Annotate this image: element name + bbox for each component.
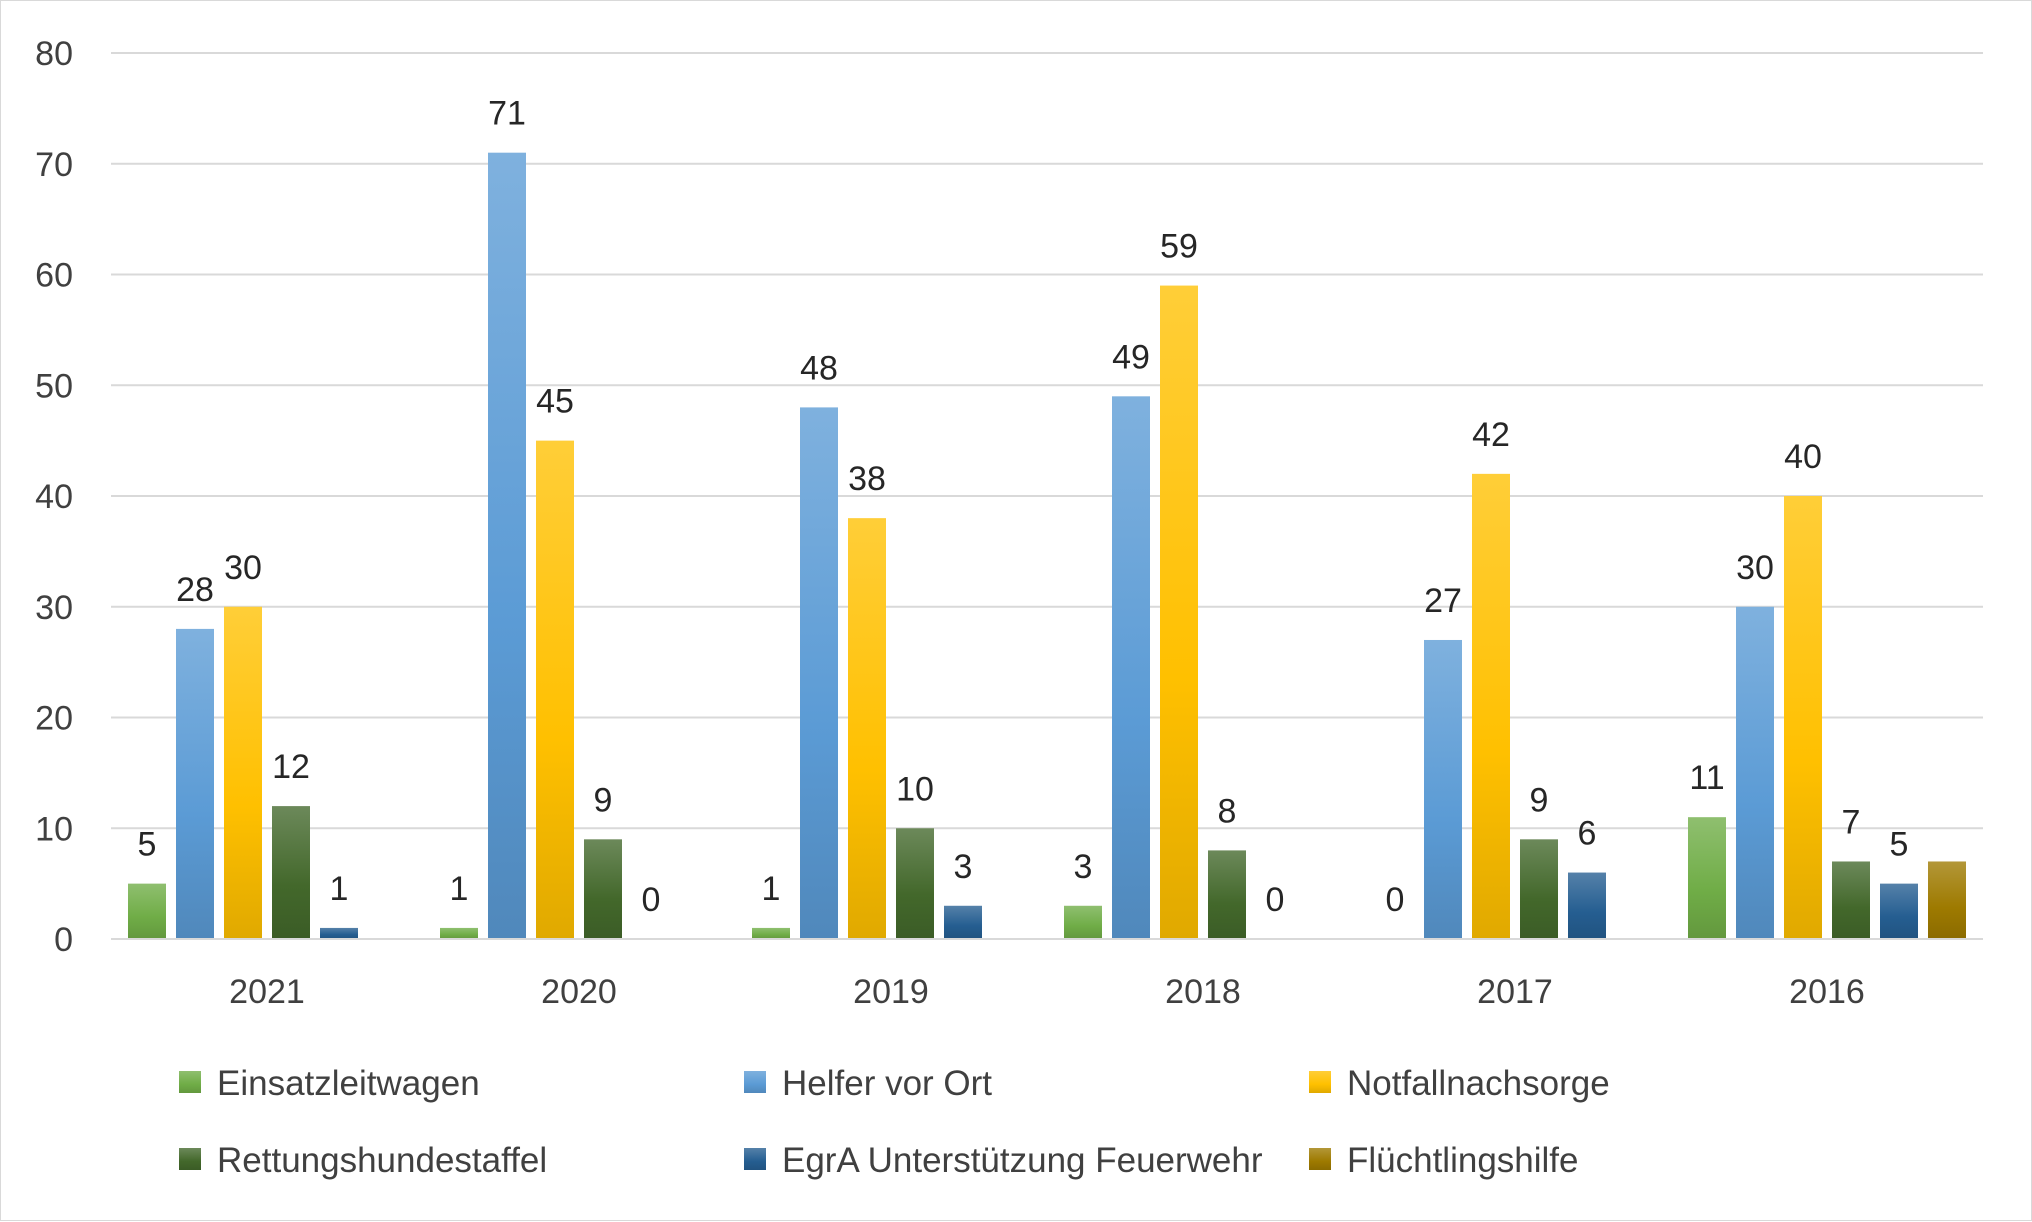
data-label: 6 [1578,815,1597,853]
data-label: 27 [1424,582,1462,620]
legend-swatch [179,1148,201,1170]
x-tick-label: 2018 [1165,973,1241,1011]
data-label: 0 [1266,881,1285,919]
legend-label: Helfer vor Ort [782,1064,992,1103]
bar-fluchtlingshilfe-2016 [1928,861,1966,939]
bar-rettungshundestaffel-2016 [1832,861,1870,939]
data-label: 1 [450,870,469,908]
legend-swatch [1309,1148,1331,1170]
legend-swatch [744,1071,766,1093]
legend-item-fluchtlingshilfe: Flüchtlingshilfe [1309,1141,1579,1180]
data-label: 3 [1074,848,1093,886]
bar-notfallnachsorge-2018 [1160,285,1198,939]
x-tick-label: 2019 [853,973,929,1011]
bar-notfallnachsorge-2016 [1784,496,1822,939]
bar-egra-unterstutzung-feuerwehr-2021 [320,927,358,939]
x-tick-label: 2016 [1789,973,1865,1011]
bar-egra-unterstutzung-feuerwehr-2016 [1880,883,1918,939]
legend: Einsatzleitwagen Helfer vor Ort Notfallnac… [179,1064,1610,1180]
y-tick-label: 20 [35,700,73,738]
legend-item-einsatzleitwagen: Einsatzleitwagen [179,1064,480,1103]
bar-rettungshundestaffel-2021 [272,806,310,939]
data-label: 5 [138,826,157,864]
data-label: 9 [1530,781,1549,819]
data-label: 9 [594,781,613,819]
data-label: 59 [1160,228,1198,266]
bar-egra-unterstutzung-feuerwehr-2017 [1568,872,1606,939]
data-label: 30 [224,549,262,587]
bar-notfallnachsorge-2021 [224,606,262,939]
bar-einsatzleitwagen-2016 [1688,817,1726,939]
data-label: 10 [896,770,934,808]
y-tick-label: 50 [35,367,73,405]
legend-label: Einsatzleitwagen [217,1064,480,1103]
data-label: 42 [1472,416,1510,454]
legend-item-notfallnachsorge: Notfallnachsorge [1309,1064,1610,1103]
bars [128,152,1966,940]
legend-swatch [1309,1071,1331,1093]
data-label: 38 [848,460,886,498]
y-tick-label: 70 [35,146,73,184]
data-label: 7 [1842,803,1861,841]
y-tick-label: 30 [35,589,73,627]
legend-label: EgrA Unterstützung Feuerwehr [782,1141,1263,1180]
legend-item-helfer-vor-ort: Helfer vor Ort [744,1064,992,1103]
legend-swatch [744,1148,766,1170]
data-label: 5 [1890,826,1909,864]
x-tick-label: 2020 [541,973,617,1011]
bar-rettungshundestaffel-2018 [1208,850,1246,939]
bar-helfer-vor-ort-2016 [1736,606,1774,939]
data-label: 71 [488,95,526,133]
bar-helfer-vor-ort-2017 [1424,639,1462,939]
y-tick-label: 60 [35,257,73,295]
bar-rettungshundestaffel-2020 [584,839,622,939]
data-label: 45 [536,383,574,421]
legend-item-egra-unterstutzung-feuerwehr: EgrA Unterstützung Feuerwehr [744,1141,1263,1180]
bar-einsatzleitwagen-2020 [440,927,478,939]
data-label: 3 [954,848,973,886]
y-tick-label: 40 [35,478,73,516]
bar-notfallnachsorge-2020 [536,440,574,939]
bar-rettungshundestaffel-2017 [1520,839,1558,939]
data-label: 0 [1386,881,1405,919]
bar-notfallnachsorge-2019 [848,518,886,939]
legend-swatch [179,1071,201,1093]
data-label: 1 [330,870,349,908]
bar-helfer-vor-ort-2018 [1112,396,1150,939]
data-label: 28 [176,571,214,609]
bar-rettungshundestaffel-2019 [896,828,934,939]
legend-label: Notfallnachsorge [1347,1064,1610,1103]
data-label: 0 [642,881,661,919]
gridlines [111,52,1983,830]
data-label: 11 [1689,759,1724,797]
y-tick-label: 10 [35,810,73,848]
y-tick-label: 80 [35,35,73,73]
data-label: 8 [1218,792,1237,830]
bar-einsatzleitwagen-2019 [752,927,790,939]
data-label: 49 [1112,338,1150,376]
legend-label: Flüchtlingshilfe [1347,1141,1579,1180]
x-tick-label: 2017 [1477,973,1553,1011]
data-label: 48 [800,349,838,387]
legend-item-rettungshundestaffel: Rettungshundestaffel [179,1141,547,1180]
bar-einsatzleitwagen-2021 [128,883,166,939]
y-tick-label: 0 [54,921,73,959]
bar-notfallnachsorge-2017 [1472,473,1510,939]
x-axis-ticks: 2021 2020 2019 2018 2017 2016 [229,973,1865,1011]
bar-helfer-vor-ort-2020 [488,152,526,940]
data-label: 30 [1736,549,1774,587]
data-label: 40 [1784,438,1822,476]
data-label: 1 [762,870,781,908]
y-axis-ticks: 0 10 20 30 40 50 60 70 80 [35,35,73,959]
legend-label: Rettungshundestaffel [217,1141,547,1180]
bar-egra-unterstutzung-feuerwehr-2019 [944,905,982,939]
data-label: 12 [272,748,310,786]
bar-helfer-vor-ort-2019 [800,407,838,939]
x-tick-label: 2021 [229,973,305,1011]
bar-helfer-vor-ort-2021 [176,628,214,939]
bar-einsatzleitwagen-2018 [1064,905,1102,939]
